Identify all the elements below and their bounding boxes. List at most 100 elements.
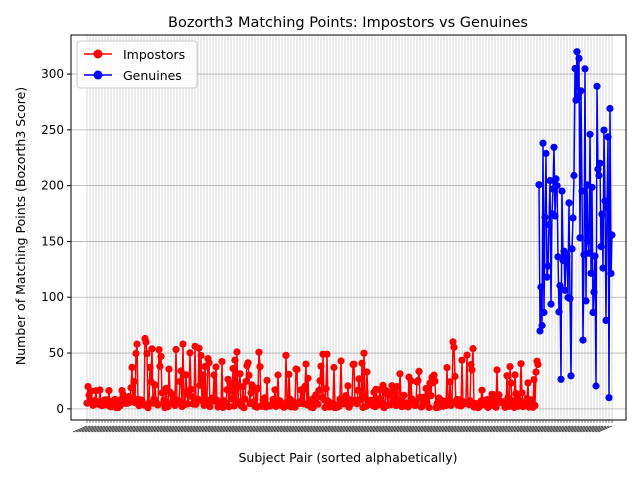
x-tick-label xyxy=(390,425,406,433)
x-tick-label xyxy=(96,425,112,433)
data-point xyxy=(414,377,422,385)
data-point xyxy=(518,389,526,397)
data-point xyxy=(517,360,525,368)
data-point xyxy=(524,379,532,387)
data-point xyxy=(133,340,141,348)
data-point xyxy=(550,143,558,151)
data-point xyxy=(165,365,173,373)
x-tick-label xyxy=(567,425,583,433)
x-tick-label xyxy=(396,425,412,433)
legend-impostors-marker xyxy=(93,49,103,59)
y-tick-label: 200 xyxy=(41,179,64,193)
data-point xyxy=(608,231,616,239)
x-tick-label xyxy=(495,425,511,433)
data-point xyxy=(590,288,598,296)
data-point xyxy=(241,395,249,403)
x-tick-label xyxy=(546,425,562,433)
x-tick-label xyxy=(438,425,454,433)
data-point xyxy=(360,349,368,357)
x-tick-label xyxy=(213,425,229,433)
data-point xyxy=(143,350,151,358)
data-point xyxy=(596,159,604,167)
data-point xyxy=(543,273,551,281)
x-tick-label xyxy=(468,425,484,433)
data-point xyxy=(541,213,549,221)
x-tick-label xyxy=(411,425,427,433)
x-tick-label xyxy=(138,425,154,433)
data-point xyxy=(507,379,515,387)
data-point xyxy=(537,283,545,291)
data-point xyxy=(607,269,615,277)
data-point xyxy=(554,253,562,261)
data-point xyxy=(545,221,553,229)
data-point xyxy=(177,367,185,375)
x-tick-label xyxy=(402,425,418,433)
data-point xyxy=(530,376,538,384)
x-tick-label xyxy=(591,425,607,433)
x-tick-label xyxy=(480,425,496,433)
data-point xyxy=(579,336,587,344)
data-point xyxy=(242,377,250,386)
x-tick-label xyxy=(465,425,481,433)
x-tick-label xyxy=(288,425,304,433)
y-axis-label: Number of Matching Points (Bozorth3 Scor… xyxy=(13,87,28,365)
data-point xyxy=(450,343,458,351)
data-point xyxy=(142,338,150,346)
data-point xyxy=(240,404,248,412)
x-tick-label xyxy=(225,425,241,433)
data-point xyxy=(160,396,168,404)
y-tick-label: 0 xyxy=(56,402,64,416)
x-tick-label xyxy=(270,425,286,433)
data-point xyxy=(578,187,586,195)
y-tick-label: 300 xyxy=(41,67,64,81)
x-tick-label xyxy=(222,425,238,433)
data-point xyxy=(535,181,543,189)
x-tick-label xyxy=(129,425,145,433)
data-point xyxy=(570,171,578,180)
x-tick-label xyxy=(234,425,250,433)
data-point xyxy=(344,382,352,390)
x-tick-label xyxy=(276,425,292,433)
x-tick-label xyxy=(240,425,256,433)
x-tick-label xyxy=(246,425,262,433)
x-tick-label xyxy=(543,425,559,433)
x-tick-label xyxy=(435,425,451,433)
x-tick-label xyxy=(216,425,232,433)
x-tick-label xyxy=(444,425,460,433)
x-tick-label xyxy=(561,425,577,433)
x-tick-label xyxy=(219,425,235,433)
x-tick-label xyxy=(84,425,100,433)
x-tick-label xyxy=(105,425,121,433)
data-point xyxy=(538,321,546,330)
data-point xyxy=(197,351,205,360)
x-tick-label xyxy=(348,425,364,433)
data-point xyxy=(597,243,605,251)
x-tick-label xyxy=(378,425,394,433)
data-point xyxy=(256,363,264,371)
data-point xyxy=(210,371,218,379)
data-point xyxy=(540,308,548,317)
data-point xyxy=(218,358,226,366)
x-tick-label xyxy=(159,425,175,433)
x-tick-label xyxy=(354,425,370,433)
x-tick-label xyxy=(576,425,592,433)
data-point xyxy=(552,175,560,183)
data-point xyxy=(245,371,253,379)
x-tick-label xyxy=(525,425,541,433)
data-point xyxy=(157,352,165,360)
data-point xyxy=(587,269,595,277)
x-tick-label xyxy=(120,425,136,433)
data-point xyxy=(603,204,611,212)
x-tick-label xyxy=(507,425,523,433)
x-tick-label xyxy=(198,425,214,433)
x-tick-label xyxy=(156,425,172,433)
x-tick-label xyxy=(471,425,487,433)
x-tick-label xyxy=(558,425,574,433)
data-point xyxy=(569,214,577,222)
x-tick-label xyxy=(327,425,343,433)
data-point xyxy=(586,130,594,138)
x-tick-label xyxy=(381,425,397,433)
x-tick-label xyxy=(186,425,202,433)
data-point xyxy=(458,356,466,364)
data-point xyxy=(337,357,345,365)
